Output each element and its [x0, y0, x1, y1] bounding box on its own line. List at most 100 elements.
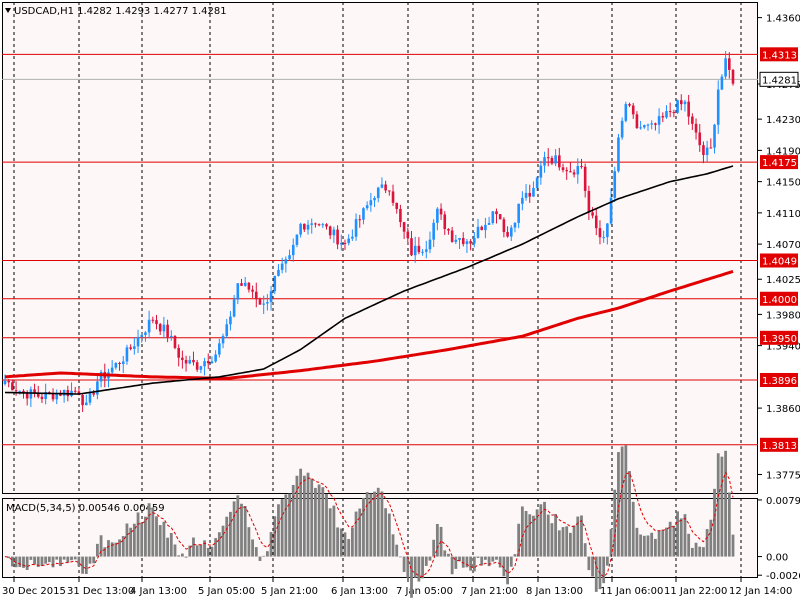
candle-body	[325, 224, 328, 227]
candle-body	[661, 116, 665, 118]
candle-body	[609, 197, 613, 224]
candle-body	[221, 335, 225, 344]
macd-bar	[724, 450, 728, 557]
macd-bar	[458, 556, 461, 562]
macd-bar	[694, 542, 698, 557]
candle-body	[487, 222, 491, 225]
macd-bar	[265, 551, 269, 557]
candle-body	[92, 393, 95, 395]
macd-bar	[358, 508, 362, 557]
macd-bar	[314, 487, 317, 557]
macd-bar	[702, 547, 705, 557]
macd-bar	[399, 556, 402, 558]
macd-bar	[25, 556, 29, 570]
x-tick-label: 7 Jan 05:00	[396, 586, 453, 597]
current-price-label: 1.4281	[762, 75, 797, 86]
macd-bar	[472, 556, 476, 572]
ma-fast-line	[4, 165, 734, 395]
macd-bar	[332, 505, 336, 557]
candle-body	[458, 237, 461, 240]
candle-body	[432, 222, 435, 240]
candle-body	[73, 390, 77, 392]
candle-body	[480, 226, 484, 231]
candle-body	[650, 123, 654, 125]
candle-body	[48, 392, 51, 394]
candle-body	[232, 299, 236, 317]
macd-bar	[118, 539, 121, 557]
macd-bar	[236, 495, 240, 557]
candle-body	[351, 236, 354, 239]
macd-bar	[705, 529, 709, 557]
candle-body	[336, 229, 339, 245]
macd-bar	[77, 556, 81, 567]
candle-body	[388, 190, 391, 192]
macd-bar	[262, 555, 266, 557]
macd-bar	[532, 515, 535, 557]
x-tick-label: 12 Jan 14:00	[729, 586, 792, 597]
macd-bar	[254, 547, 258, 557]
x-tick-label: 6 Jan 13:00	[331, 586, 388, 597]
x-tick-label: 31 Dec 13:00	[67, 586, 134, 597]
candle-body	[454, 239, 458, 242]
macd-bar	[136, 512, 140, 557]
x-tick-label: 11 Jan 06:00	[600, 586, 663, 597]
macd-bar	[384, 508, 388, 557]
macd-bar	[572, 525, 576, 557]
macd-bar	[40, 556, 44, 567]
macd-bar	[147, 503, 151, 557]
candle-body	[576, 166, 580, 175]
candle-body	[694, 123, 698, 133]
candle-body	[539, 165, 543, 178]
candle-body	[554, 155, 557, 164]
candle-body	[169, 335, 173, 338]
macd-bar	[229, 511, 232, 557]
candle-body	[502, 219, 506, 233]
candle-body	[33, 389, 36, 394]
macd-bar	[317, 484, 321, 557]
macd-y-tick-label: 0.00	[766, 553, 788, 564]
candle-body	[181, 357, 184, 360]
candle-body	[147, 319, 151, 333]
macd-bar	[713, 488, 716, 557]
candle-body	[657, 116, 661, 125]
macd-bar	[509, 556, 513, 567]
y-tick-label: 1.3775	[766, 470, 800, 481]
candle-body	[258, 299, 262, 305]
macd-bar	[376, 487, 380, 557]
x-tick-label: 30 Dec 2015	[2, 586, 66, 597]
macd-bar	[295, 475, 299, 557]
y-tick-label: 1.4230	[766, 115, 800, 126]
macd-bar	[447, 553, 450, 557]
macd-bar	[635, 527, 639, 557]
y-tick-label: 1.3860	[766, 404, 800, 415]
candle-body	[676, 100, 679, 113]
macd-bar	[513, 554, 517, 557]
candle-body	[620, 120, 624, 138]
y-tick-label: 1.4025	[766, 275, 800, 286]
candle-body	[262, 303, 265, 305]
candle-body	[447, 228, 450, 231]
candle-body	[173, 335, 177, 348]
macd-bar	[679, 518, 683, 557]
candle-body	[709, 147, 713, 149]
candle-body	[561, 167, 565, 171]
candle-body	[450, 230, 454, 242]
candle-body	[184, 359, 188, 364]
macd-bar	[461, 556, 465, 568]
candle-body	[284, 259, 288, 264]
candle-body	[402, 222, 406, 232]
level-badge	[760, 372, 798, 387]
candle-body	[129, 347, 132, 349]
macd-bar	[362, 497, 365, 557]
level-label: 1.3896	[762, 376, 797, 387]
macd-bar	[594, 556, 598, 592]
candle-body	[121, 361, 125, 364]
level-badge	[760, 437, 798, 452]
macd-bar	[217, 532, 221, 557]
macd-bar	[517, 523, 521, 557]
macd-bar	[166, 537, 169, 557]
macd-bar	[583, 543, 587, 557]
macd-bar	[484, 556, 487, 560]
candle-body	[373, 198, 376, 201]
main-frame	[2, 2, 758, 494]
